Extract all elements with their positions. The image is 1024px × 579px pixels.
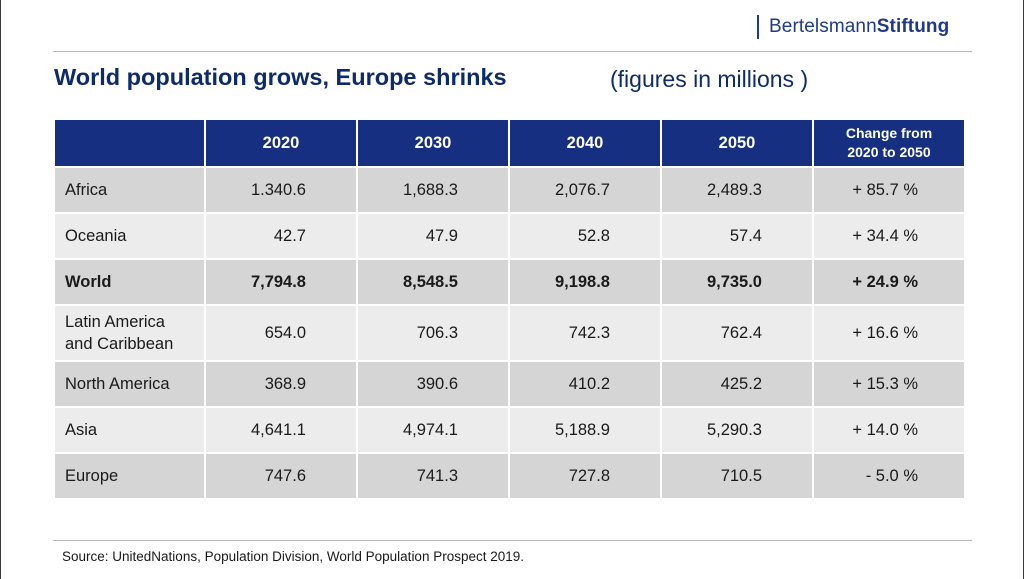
population-table: 2020 2030 2040 2050 Change from 2020 to … [53,118,966,500]
value-cell-2020: 1.340.6 [204,166,358,214]
region-cell: Oceania [53,212,206,260]
value-cell-2030: 706.3 [356,304,510,362]
brand-logo: BertelsmannStiftung [757,14,949,40]
page-subtitle: (figures in millions ) [610,66,809,92]
value-cell-2040: 410.2 [508,360,662,408]
page-title: World population grows, Europe shrinks [54,64,507,90]
region-cell: Europe [53,452,206,500]
table-row: North America 368.9 390.6 410.2 425.2 + 15.3 … [53,360,966,408]
change-cell: + 16.6 % [812,304,966,362]
change-cell: + 85.7 % [812,166,966,214]
value-cell-2050: 710.5 [660,452,814,500]
region-cell: Latin America and Caribbean [53,304,206,362]
value-cell-2030: 8,548.5 [356,258,510,306]
change-cell: + 24.9 % [812,258,966,306]
change-cell: + 34.4 % [812,212,966,260]
header-2020: 2020 [204,118,358,168]
table-row: Europe 747.6 741.3 727.8 710.5- 5.0 % [53,452,966,500]
value-cell-2030: 47.9 [356,212,510,260]
value-cell-2030: 4,974.1 [356,406,510,454]
value-cell-2020: 7,794.8 [204,258,358,306]
table-row: World 7,794.8 8,548.5 9,198.8 9,735.0 + 24.9 … [53,258,966,306]
value-cell-2020: 747.6 [204,452,358,500]
region-cell: North America [53,360,206,408]
logo-bar [757,15,759,39]
value-cell-2040: 727.8 [508,452,662,500]
table-row: Africa 1.340.6 1,688.3 2,076.7 2,489.3 + 85.7… [53,166,966,214]
change-cell: + 15.3 % [812,360,966,408]
header-region [53,118,206,168]
value-cell-2050: 762.4 [660,304,814,362]
logo-text: BertelsmannStiftung [769,16,949,38]
value-cell-2040: 52.8 [508,212,662,260]
change-cell: - 5.0 % [812,452,966,500]
value-cell-2020: 654.0 [204,304,358,362]
logo-text-part1: Bertelsmann [769,16,877,37]
value-cell-2040: 2,076.7 [508,166,662,214]
header-2050: 2050 [660,118,814,168]
logo-text-part2: Stiftung [876,16,950,37]
region-cell: Africa [53,166,206,214]
table-header-row: 2020 2030 2040 2050 Change from 2020 to … [53,118,966,168]
table-row: Asia 4,641.1 4,974.1 5,188.9 5,290.3 + 14.0 % [53,406,966,454]
region-cell: World [53,258,206,306]
bottom-divider [53,540,972,541]
value-cell-2030: 741.3 [356,452,510,500]
value-cell-2040: 742.3 [508,304,662,362]
region-cell: Asia [53,406,206,454]
left-border [0,0,1,579]
table-row: Oceania 42.7 47.9 52.8 57.4 + 34.4 % [53,212,966,260]
header-2040: 2040 [508,118,662,168]
value-cell-2020: 4,641.1 [204,406,358,454]
value-cell-2030: 390.6 [356,360,510,408]
value-cell-2020: 42.7 [204,212,358,260]
header-2030: 2030 [356,118,510,168]
header-change: Change from 2020 to 2050 [812,118,966,168]
value-cell-2050: 2,489.3 [660,166,814,214]
value-cell-2050: 5,290.3 [660,406,814,454]
value-cell-2020: 368.9 [204,360,358,408]
source-note: Source: UnitedNations, Population Divisi… [62,549,525,564]
value-cell-2040: 5,188.9 [508,406,662,454]
top-divider [53,51,972,52]
change-cell: + 14.0 % [812,406,966,454]
value-cell-2040: 9,198.8 [508,258,662,306]
value-cell-2050: 425.2 [660,360,814,408]
value-cell-2030: 1,688.3 [356,166,510,214]
value-cell-2050: 9,735.0 [660,258,814,306]
table-row: Latin America and Caribbean 654.0 706.3 742… [53,304,966,362]
value-cell-2050: 57.4 [660,212,814,260]
